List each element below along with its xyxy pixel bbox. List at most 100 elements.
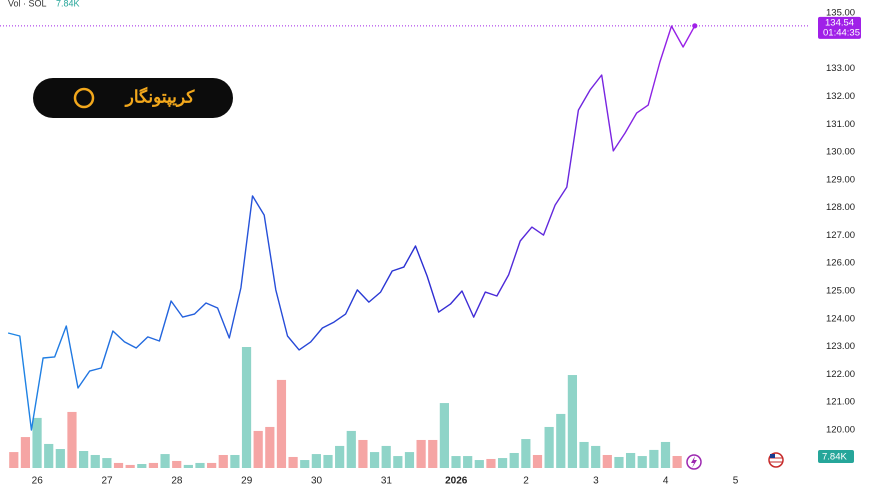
x-tick-label: 28	[171, 476, 183, 487]
volume-bar	[672, 455, 682, 468]
x-tick-label: 2	[523, 476, 529, 487]
volume-bar	[195, 462, 205, 468]
x-tick-label: 31	[381, 476, 393, 487]
volume-bar	[416, 439, 426, 468]
volume-bar	[532, 454, 543, 468]
volume-bar	[241, 347, 252, 468]
volume-bar	[428, 439, 438, 468]
volume-bar	[486, 458, 496, 468]
volume-bar	[9, 452, 19, 468]
volume-tag-label: 7.84K	[822, 452, 847, 463]
countdown: 01:44:35	[823, 27, 860, 38]
volume-bar	[90, 454, 100, 468]
volume-bar	[183, 464, 193, 468]
price-tag-label: 134.54	[825, 17, 854, 28]
volume-bar	[218, 454, 228, 468]
x-tick-label: 3	[593, 476, 599, 487]
volume-bar	[148, 462, 159, 468]
volume-bar	[614, 456, 624, 468]
volume-bar	[649, 449, 659, 468]
volume-bar	[230, 454, 240, 468]
volume-bar	[79, 450, 89, 468]
volume-bar	[172, 460, 182, 468]
volume-bar	[113, 462, 124, 468]
logo: کریپتونگار	[33, 78, 233, 118]
volume-bar	[44, 443, 54, 468]
volume-bar	[125, 464, 135, 468]
price-tag	[818, 16, 861, 39]
volume-bar	[265, 426, 275, 468]
y-tick-label: 132.00	[826, 91, 855, 102]
volume-bar	[288, 456, 298, 468]
volume-bar	[567, 375, 578, 468]
x-tick-label: 27	[102, 476, 114, 487]
volume-legend: Vol · SOL	[8, 0, 47, 8]
volume-bar	[346, 430, 356, 468]
y-tick-label: 128.00	[826, 202, 855, 213]
y-tick-label: 123.00	[826, 341, 855, 352]
volume-bar	[509, 452, 519, 468]
volume-bar	[276, 379, 287, 468]
volume-bar	[404, 452, 415, 468]
volume-bar	[591, 445, 601, 468]
logo-text: کریپتونگار	[124, 86, 196, 107]
logo-icon	[73, 87, 95, 109]
y-tick-label: 124.00	[826, 313, 855, 324]
volume-bar	[660, 441, 671, 468]
volume-bar	[358, 439, 368, 468]
volume-bar	[369, 452, 380, 468]
volume-bars	[9, 347, 682, 468]
x-tick-label: 4	[663, 476, 669, 487]
volume-bar	[497, 458, 508, 468]
x-tick-label: 2026	[445, 476, 468, 487]
volume-bar	[602, 454, 612, 468]
volume-bar	[20, 437, 31, 468]
volume-bar	[335, 445, 345, 468]
y-tick-label: 130.00	[826, 147, 855, 158]
volume-bar	[55, 449, 65, 468]
volume-bar	[474, 460, 484, 468]
volume-bar	[521, 439, 531, 468]
volume-legend-value: 7.84K	[56, 0, 80, 8]
volume-bar	[102, 458, 112, 468]
volume-bar	[439, 403, 449, 468]
volume-bar	[451, 456, 461, 468]
y-tick-label: 133.00	[826, 63, 855, 74]
y-tick-label: 129.00	[826, 174, 855, 185]
volume-bar	[311, 454, 321, 468]
volume-bar	[253, 430, 263, 468]
volume-bar	[544, 426, 554, 468]
x-tick-label: 5	[733, 476, 739, 487]
volume-bar	[625, 452, 636, 468]
last-price-dot	[692, 23, 698, 29]
y-tick-label: 120.00	[826, 424, 855, 435]
volume-bar	[160, 454, 170, 468]
volume-bar	[556, 413, 566, 468]
bolt-icon	[686, 454, 702, 470]
volume-bar	[393, 456, 403, 468]
volume-bar	[207, 462, 217, 468]
y-tick-label: 127.00	[826, 230, 855, 241]
volume-bar	[579, 441, 589, 468]
y-tick-label: 126.00	[826, 258, 855, 269]
x-tick-label: 30	[311, 476, 323, 487]
volume-bar	[67, 411, 77, 468]
volume-bar	[323, 454, 333, 468]
volume-bar	[300, 460, 310, 468]
volume-bar	[32, 417, 42, 468]
y-tick-label: 122.00	[826, 369, 855, 380]
x-tick-label: 29	[241, 476, 253, 487]
y-tick-label: 121.00	[826, 397, 855, 408]
y-tick-label: 125.00	[826, 286, 855, 297]
volume-tag	[818, 450, 854, 463]
price-line	[7, 25, 696, 431]
y-tick-label: 131.00	[826, 119, 855, 130]
x-tick-label: 26	[32, 476, 44, 487]
volume-bar	[637, 456, 647, 468]
volume-bar	[381, 445, 391, 468]
volume-bar	[463, 456, 473, 468]
y-tick-label: 135.00	[826, 8, 855, 19]
volume-bar	[137, 464, 147, 468]
flag-icon	[768, 452, 784, 468]
